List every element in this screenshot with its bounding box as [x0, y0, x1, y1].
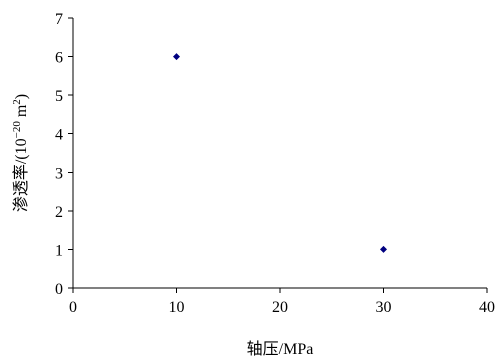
y-axis-title-prefix: 渗透率/(10 — [12, 138, 30, 212]
data-point — [380, 245, 387, 253]
y-axis-title-unit-exponent: 2 — [11, 99, 23, 105]
y-axis-title-suffix: ) — [13, 94, 30, 99]
y-tick-label: 3 — [55, 165, 63, 182]
x-tick-label: 10 — [169, 299, 185, 316]
x-tick-label: 20 — [272, 299, 288, 316]
y-axis-title-unit: m — [13, 104, 30, 121]
x-tick-label: 0 — [69, 299, 77, 316]
y-axis-title-exponent: −20 — [11, 121, 23, 139]
x-axis-title: 轴压/MPa — [247, 340, 314, 358]
y-ticks: 0 1 2 3 4 5 6 7 — [55, 11, 73, 298]
data-points — [173, 53, 387, 253]
y-tick-label: 6 — [55, 50, 63, 67]
x-ticks: 0 10 20 30 40 — [69, 288, 495, 316]
axes — [72, 18, 487, 289]
x-tick-label: 40 — [479, 299, 495, 316]
y-tick-label: 1 — [55, 242, 63, 259]
y-tick-label: 4 — [55, 127, 63, 144]
y-tick-label: 0 — [55, 281, 63, 298]
data-point — [173, 53, 180, 61]
y-tick-label: 2 — [55, 204, 63, 221]
y-tick-label: 7 — [55, 11, 63, 28]
y-axis-title: 渗透率/(10−20 m2) — [11, 94, 30, 212]
y-tick-label: 5 — [55, 88, 63, 105]
x-tick-label: 30 — [376, 299, 392, 316]
